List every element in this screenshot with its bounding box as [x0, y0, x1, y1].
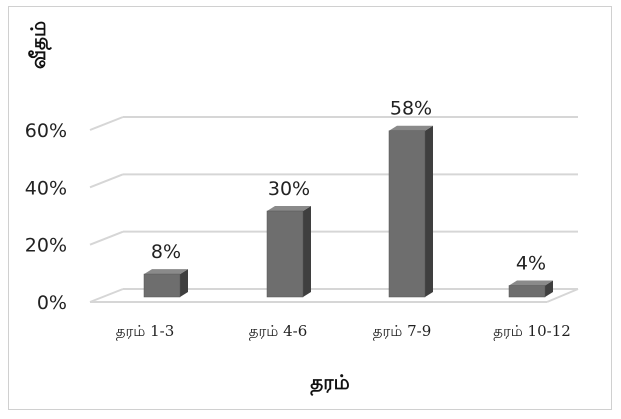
bar-top [144, 269, 188, 275]
gridline-slant [89, 288, 124, 303]
bar-top [509, 280, 553, 286]
y-tick-label: 60% [25, 120, 67, 142]
gridline-slant [89, 173, 124, 189]
data-label: 30% [268, 178, 310, 200]
data-label: 4% [516, 253, 546, 275]
y-axis-label: வீதம் [26, 21, 52, 69]
data-labels: 8% 30% 58% 4% [151, 98, 546, 275]
x-tick-label: தரம் 1-3 [116, 322, 175, 340]
bar-front [143, 273, 181, 298]
gridline-slant [89, 116, 124, 131]
x-tick-label: தரம் 4-6 [249, 322, 308, 340]
floor-edge-right [546, 288, 579, 303]
x-tick-label: தரம் 10-12 [493, 322, 571, 340]
bar-front [388, 130, 426, 298]
bar [388, 125, 433, 298]
bar-side [425, 125, 433, 297]
bar-side [303, 206, 311, 297]
y-tick-label: 40% [25, 177, 67, 199]
bar-side [545, 280, 553, 297]
bars [143, 125, 553, 298]
bar-top [267, 206, 311, 211]
gridlines [89, 116, 579, 303]
y-tick-label: 0% [37, 292, 67, 314]
bar-top [389, 125, 433, 131]
x-tick-label: தரம் 7-9 [373, 322, 432, 340]
bar [143, 269, 188, 298]
bar-side [180, 269, 188, 297]
x-axis-label: தரம் [310, 370, 349, 396]
bar-front [508, 285, 546, 298]
y-axis-ticks: 0% 20% 40% 60% [25, 120, 67, 314]
data-label: 8% [151, 241, 181, 263]
bar [508, 280, 553, 298]
y-tick-label: 20% [25, 235, 67, 257]
x-axis-categories: தரம் 1-3 தரம் 4-6 தரம் 7-9 தரம் 10-12 [116, 322, 571, 340]
bar-front [266, 210, 304, 298]
bar [266, 206, 311, 298]
data-label: 58% [390, 98, 432, 120]
gridline-slant [89, 230, 124, 246]
